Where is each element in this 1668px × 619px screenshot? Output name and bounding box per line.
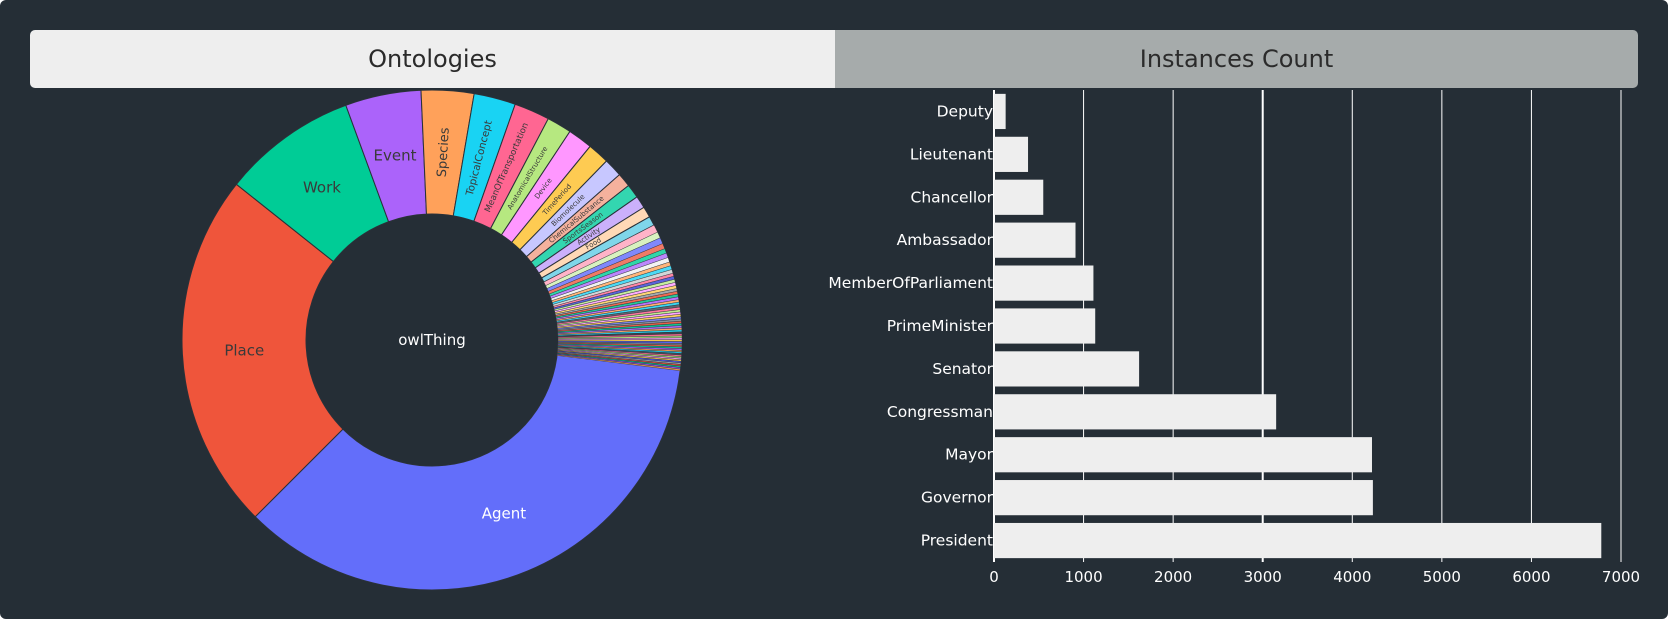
bar-label-governor: Governor — [921, 489, 994, 507]
bar-label-prime-minister: PrimeMinister — [887, 317, 994, 335]
bar-governor[interactable] — [994, 480, 1373, 516]
bar-series — [994, 93, 1602, 559]
tab-ontologies[interactable]: Ontologies — [30, 30, 835, 88]
bar-president[interactable] — [994, 522, 1602, 559]
bar-x-tick-label: 4000 — [1333, 568, 1371, 586]
bar-x-tick-label: 7000 — [1602, 568, 1640, 586]
sunburst-slice-agent[interactable] — [254, 339, 683, 591]
bar-label-chancellor: Chancellor — [911, 188, 994, 206]
bar-x-tick-label: 6000 — [1512, 568, 1550, 586]
bar-x-tick-label: 3000 — [1244, 568, 1282, 586]
sunburst-slice[interactable] — [556, 354, 681, 371]
bar-ambassador[interactable] — [994, 222, 1076, 258]
bar-label-lieutenant: Lieutenant — [910, 145, 993, 163]
bar-label-ambassador: Ambassador — [897, 231, 994, 249]
bar-prime-minister[interactable] — [994, 308, 1096, 344]
bar-label-mayor: Mayor — [945, 446, 994, 464]
bar-member-of-parliament[interactable] — [994, 265, 1094, 301]
bar-label-president: President — [921, 532, 993, 550]
bar-label-senator: Senator — [932, 360, 993, 378]
bar-mayor[interactable] — [994, 437, 1372, 473]
bar-x-tick-label: 5000 — [1423, 568, 1461, 586]
bar-x-tick-label: 1000 — [1064, 568, 1102, 586]
sunburst-slices — [181, 89, 683, 591]
bar-x-tick-label: 2000 — [1154, 568, 1192, 586]
bar-deputy[interactable] — [994, 93, 1006, 130]
bar-category-labels: Deputy Lieutenant Chancellor Ambassador Memb… — [828, 102, 993, 549]
bar-label-congressman: Congressman — [887, 403, 993, 421]
bar-chancellor[interactable] — [994, 179, 1044, 215]
sunburst-root-label: owlThing — [398, 331, 465, 349]
bar-lieutenant[interactable] — [994, 136, 1029, 172]
bar-congressman[interactable] — [994, 394, 1277, 430]
bar-label-member-of-parliament: MemberOfParliament — [828, 274, 993, 292]
bar-x-tick-labels: 0 1000 2000 3000 4000 5000 6000 7000 — [989, 568, 1640, 586]
sunburst-slice-place[interactable] — [181, 183, 344, 518]
tab-instances-count[interactable]: Instances Count — [835, 30, 1638, 88]
bar-x-tick-label: 0 — [989, 568, 999, 586]
bar-senator[interactable] — [994, 351, 1140, 387]
bar-label-deputy: Deputy — [937, 102, 993, 120]
